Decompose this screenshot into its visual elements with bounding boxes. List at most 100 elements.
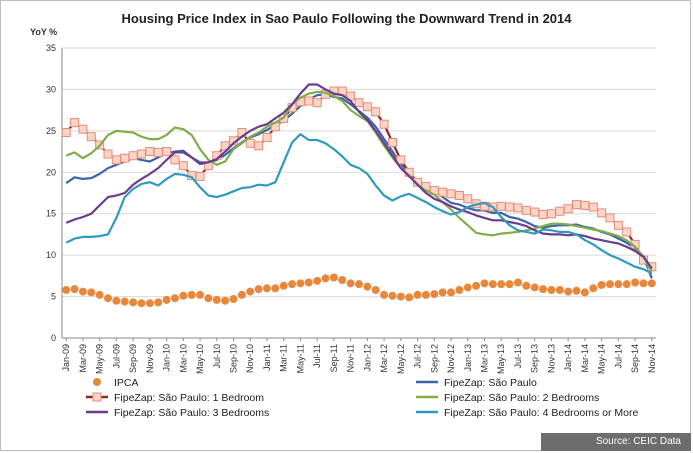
data-point [572, 286, 581, 295]
data-point [371, 107, 381, 117]
x-tick-label: Nov-14 [647, 344, 657, 373]
data-point [622, 280, 631, 289]
legend-item: FipeZap: São Paulo [416, 377, 537, 389]
data-point [597, 280, 606, 289]
data-point [455, 285, 464, 294]
data-point [522, 281, 531, 290]
data-point [547, 285, 556, 294]
data-point [245, 138, 255, 148]
data-point [145, 147, 155, 157]
legend-item: FipeZap: São Paulo: 2 Bedrooms [416, 392, 599, 404]
data-point [588, 202, 598, 212]
x-tick-label: Nov-11 [346, 344, 356, 372]
data-point [396, 292, 405, 301]
data-point [363, 282, 372, 291]
data-point [120, 153, 130, 163]
data-point [572, 200, 582, 210]
x-tick-label: May-09 [95, 344, 105, 374]
x-tick-label: Jan-12 [362, 344, 372, 372]
data-point [70, 285, 79, 294]
data-point [488, 280, 497, 289]
data-point [387, 137, 397, 147]
data-point [613, 220, 623, 230]
data-point [647, 279, 656, 288]
data-point [555, 206, 565, 216]
data-point [78, 287, 87, 296]
data-point [246, 287, 255, 296]
data-point [538, 210, 548, 220]
data-point [195, 171, 205, 181]
data-point [220, 141, 230, 151]
data-point [622, 227, 632, 237]
data-point [438, 187, 448, 197]
legend-label: FipeZap: São Paulo: 1 Bedroom [114, 392, 264, 404]
x-tick-label: Mar-12 [379, 344, 389, 373]
legend-label: FipeZap: São Paulo: 3 Bedrooms [114, 407, 269, 419]
legend: IPCA FipeZap: São Paulo FipeZap: São Paulo… [86, 377, 639, 419]
x-tick-label: Jul-09 [111, 344, 121, 369]
data-point [221, 296, 230, 305]
data-point [463, 194, 473, 204]
legend-swatch [93, 378, 101, 386]
x-tick-label: Nov-13 [546, 344, 556, 373]
data-point [87, 288, 96, 297]
data-point [262, 284, 271, 293]
legend-label: FipeZap: São Paulo: 2 Bedrooms [444, 392, 599, 404]
x-tick-label: Jul-13 [513, 344, 523, 369]
data-point [546, 209, 556, 219]
y-tick-label: 0 [51, 333, 56, 343]
series-ipca [62, 273, 656, 308]
data-point [530, 283, 539, 292]
data-point [129, 298, 138, 307]
x-tick-label: May-11 [295, 344, 305, 373]
data-point [154, 298, 163, 307]
data-point [104, 294, 113, 303]
x-tick-label: Mar-13 [479, 344, 489, 373]
data-point [61, 128, 71, 138]
data-point [472, 281, 481, 290]
data-point [614, 280, 623, 289]
y-tick-label: 35 [46, 43, 56, 53]
x-tick-label: Mar-14 [580, 344, 590, 373]
y-axis: 0 5 10 15 20 25 30 35 YoY % [30, 27, 63, 343]
data-point [128, 151, 138, 161]
y-tick-label: 25 [46, 126, 56, 136]
data-point [313, 276, 322, 285]
y-tick-label: 20 [46, 167, 56, 177]
x-tick-label: May-10 [195, 344, 205, 374]
x-tick-label: Jan-14 [563, 344, 573, 372]
data-point [496, 201, 506, 211]
data-point [162, 147, 172, 157]
legend-item: FipeZap: São Paulo: 3 Bedrooms [86, 407, 269, 419]
x-tick-label: Jan-13 [463, 344, 473, 372]
data-point [438, 288, 447, 297]
legend-marker [92, 392, 102, 402]
x-tick-label: Nov-12 [446, 344, 456, 373]
x-tick-label: Sep-11 [329, 344, 339, 372]
y-axis-label: YoY % [30, 27, 57, 37]
x-tick-label: Sep-12 [429, 344, 439, 373]
y-tick-label: 15 [46, 209, 56, 219]
data-point [70, 118, 80, 128]
data-point [639, 279, 648, 288]
data-point [589, 284, 598, 293]
data-point [371, 285, 380, 294]
data-point [380, 290, 389, 299]
x-tick-label: Jul-14 [613, 344, 623, 369]
data-point [597, 208, 607, 218]
data-point [179, 291, 188, 300]
data-point [86, 132, 96, 142]
series-line [65, 89, 653, 268]
x-tick-label: Jan-09 [61, 344, 71, 372]
data-point [564, 287, 573, 296]
data-point [136, 149, 146, 159]
data-point [513, 278, 522, 287]
x-axis: Jan-09 Mar-09 May-09 Jul-09 Sep-09 Nov-09 Jan-… [61, 338, 657, 374]
data-point [413, 290, 422, 299]
data-point [555, 285, 564, 294]
data-point [120, 297, 129, 306]
data-point [454, 190, 464, 200]
data-point [170, 155, 180, 165]
data-point [288, 280, 297, 289]
